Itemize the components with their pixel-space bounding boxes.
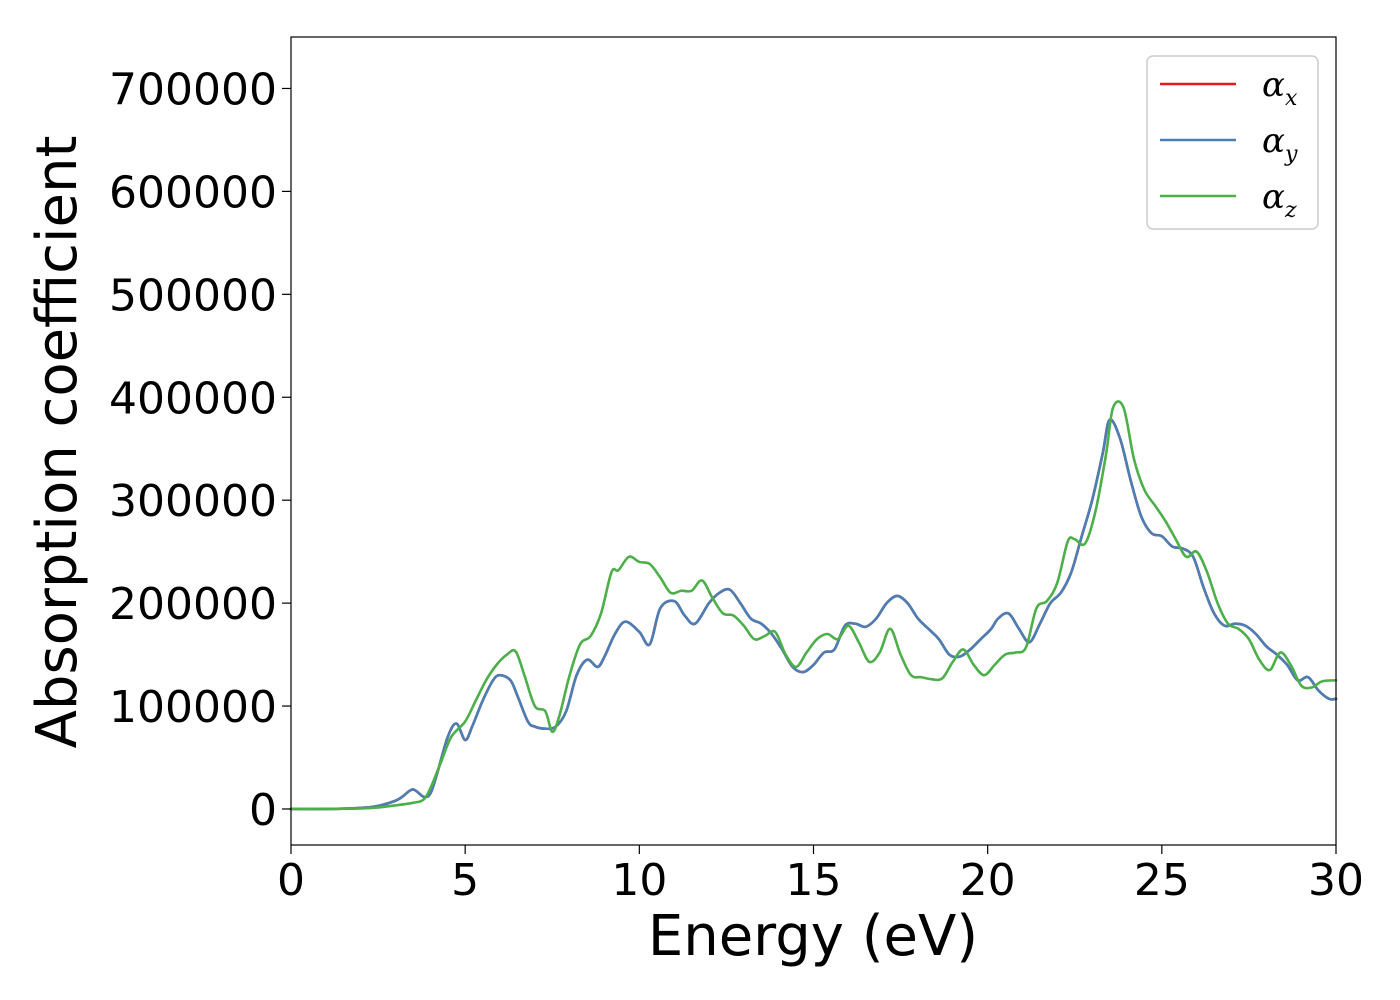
y-axis-ticks: 0 100000 200000 300000 400000 500000 600000 700… — [109, 64, 291, 836]
plot-frame — [290, 36, 1337, 846]
y-axis-label: Absorption coefficient — [25, 136, 90, 749]
y-tick-label: 500000 — [109, 270, 277, 321]
x-tick-label: 30 — [1308, 855, 1364, 906]
x-tick-label: 0 — [277, 855, 305, 906]
series-line-z — [289, 400, 1338, 811]
x-axis-label: Energy (eV) — [648, 904, 978, 969]
legend-box — [1146, 55, 1319, 230]
x-axis-ticks: 0 5 10 15 20 25 30 — [277, 845, 1364, 906]
y-tick-label: 600000 — [109, 167, 277, 218]
series-layer — [289, 400, 1338, 811]
y-tick-label: 400000 — [109, 373, 277, 424]
x-tick-label: 15 — [786, 855, 842, 906]
x-tick-label: 5 — [451, 855, 479, 906]
y-tick-label: 0 — [249, 785, 277, 836]
legend-label-y: αy — [1262, 121, 1298, 167]
y-tick-label: 200000 — [109, 579, 277, 630]
y-tick-label: 700000 — [109, 64, 277, 115]
y-tick-label: 100000 — [109, 682, 277, 733]
x-tick-label: 25 — [1134, 855, 1190, 906]
x-tick-label: 20 — [960, 855, 1016, 906]
y-tick-label: 300000 — [109, 476, 277, 527]
x-tick-label: 10 — [611, 855, 667, 906]
